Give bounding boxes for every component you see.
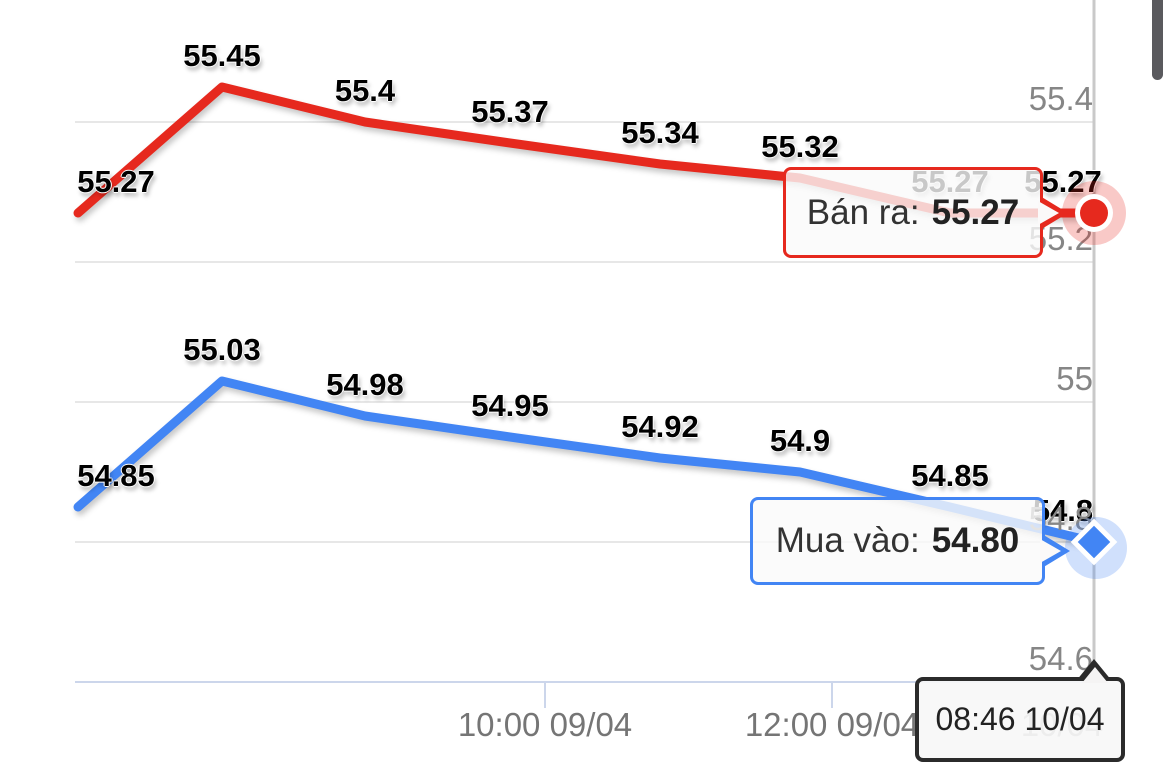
y-axis-label: 55.4	[1028, 80, 1093, 117]
x-axis-label: 12:00 09/04	[744, 706, 920, 743]
data-label: 55.45	[183, 38, 261, 73]
data-label: 54.85	[77, 458, 155, 493]
data-label: 54.98	[326, 367, 404, 402]
data-label: 55.4	[334, 73, 396, 108]
data-label: 54.95	[471, 388, 549, 423]
data-label: 54.9	[769, 423, 831, 458]
scrollbar-thumb[interactable]	[1152, 0, 1163, 80]
data-label: 55.37	[471, 94, 549, 129]
x-axis-label: 10:00 09/04	[457, 706, 633, 743]
y-axis-label: 55	[1056, 360, 1093, 397]
sell-tooltip-value: 55.27	[931, 192, 1020, 232]
sell-price-tooltip: Bán ra: 55.27	[783, 167, 1068, 258]
data-label: 54.92	[621, 409, 699, 444]
data-label: 55.34	[621, 115, 699, 150]
sell-tooltip-label: Bán ra:	[806, 192, 920, 232]
buy-tooltip-label: Mua vào:	[775, 521, 920, 560]
time-axis-tooltip: 08:46 10/04	[915, 659, 1125, 762]
data-label: 55.32	[761, 129, 839, 164]
time-tooltip-value: 08:46 10/04	[935, 701, 1105, 737]
buy-price-tooltip: Mua vào: 54.80	[750, 497, 1070, 585]
data-label: 55.27	[77, 164, 155, 199]
data-label: 55.03	[183, 332, 261, 367]
data-label: 54.85	[911, 458, 989, 493]
buy-tooltip-value: 54.80	[931, 521, 1020, 560]
